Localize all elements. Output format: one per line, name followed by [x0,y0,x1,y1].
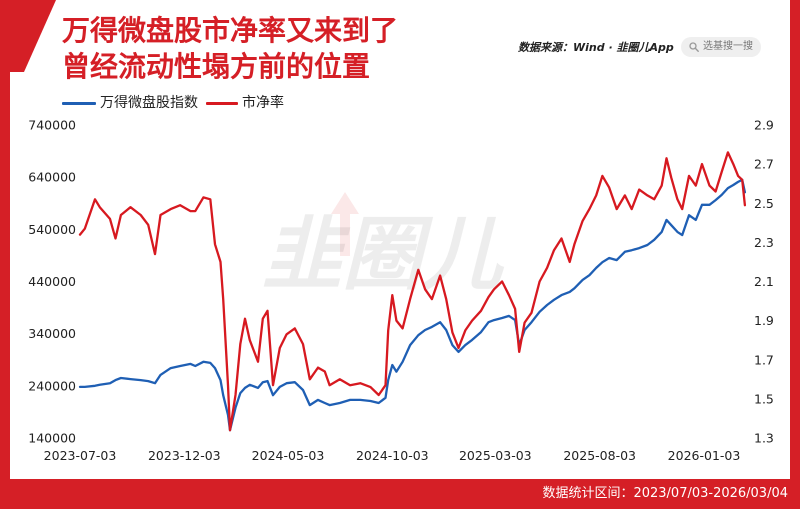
y-left-tick-label: 640000 [28,170,76,185]
right-border [790,0,800,509]
search-pill[interactable]: 选基搜一搜 [681,37,761,57]
y-right-tick-label: 2.5 [754,196,774,211]
x-tick-label: 2023-12-03 [148,448,221,463]
y-left-tick-label: 140000 [28,431,76,446]
y-left-tick-label: 740000 [28,118,76,133]
y-right-tick-label: 2.7 [754,157,774,172]
series-lines [78,151,747,432]
search-placeholder: 选基搜一搜 [703,41,753,52]
watermark: 韭圈儿 [262,208,502,301]
left-border [0,0,10,509]
chart-title-line-2: 曾经流动性塌方前的位置 [62,50,371,83]
y-right-tick-label: 1.7 [754,352,774,367]
date-range-label: 数据统计区间：2023/07/03-2026/03/04 [542,486,788,501]
x-tick-label: 2026-01-03 [668,448,741,463]
y-right-tick-label: 2.1 [754,274,774,289]
x-tick-label: 2024-05-03 [252,448,325,463]
corner-accent [0,0,56,72]
chart-title-line-1: 万得微盘股市净率又来到了 [62,14,399,47]
footer-band: 数据统计区间：2023/07/03-2026/03/04 [0,479,800,509]
search-icon [689,42,699,52]
y-right-tick-label: 1.3 [754,431,774,446]
x-tick-label: 2025-03-03 [459,448,532,463]
x-tick-label: 2024-10-03 [356,448,429,463]
tick-labels: 740000 640000 540000 440000 340000 240000 1400… [28,118,774,464]
microcap-index-line [78,178,747,432]
up-arrow-icon [331,192,359,256]
y-right-tick-label: 1.5 [754,391,774,406]
pb-ratio-line [78,151,747,432]
y-left-tick-label: 540000 [28,222,76,237]
y-right-tick-label: 2.3 [754,235,774,250]
legend-swatch-pb [206,102,238,105]
y-left-tick-label: 240000 [28,378,76,393]
legend-swatch-index [62,102,96,105]
y-left-tick-label: 340000 [28,326,76,341]
y-right-tick-label: 2.9 [754,118,774,133]
legend-label-pb: 市净率 [242,95,284,111]
x-tick-label: 2023-07-03 [44,448,117,463]
data-source-label: 数据来源：Wind · 韭圈儿App [518,41,674,54]
x-tick-label: 2025-08-03 [563,448,636,463]
legend-label-index: 万得微盘股指数 [100,95,198,111]
y-right-tick-label: 1.9 [754,313,774,328]
y-left-tick-label: 440000 [28,274,76,289]
